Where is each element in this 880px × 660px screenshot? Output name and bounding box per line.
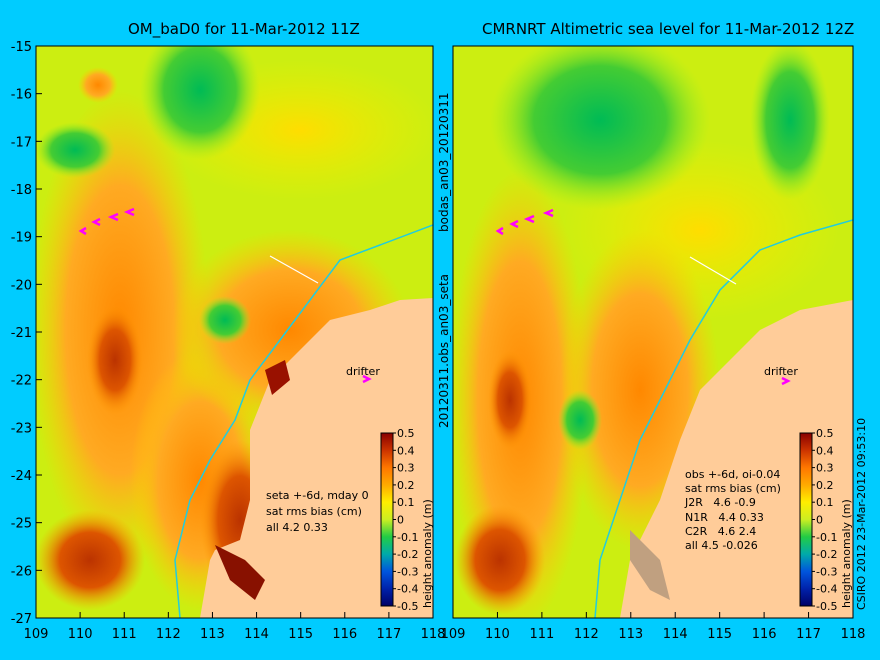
left-colorbar (380, 432, 394, 607)
right-colorbar-tick-label: -0.5 (816, 600, 837, 613)
right-map-frame (452, 45, 854, 619)
right-annotation-line-2: sat rms bias (cm) (685, 482, 781, 495)
right-colorbar-tick-label: 0.3 (816, 462, 834, 475)
left-y-tick-label: -24 (11, 469, 32, 484)
left-colorbar-label: height anomaly (m) (421, 499, 434, 608)
left-y-tick-label: -25 (11, 517, 32, 532)
left-y-tick-label: -18 (11, 183, 32, 198)
right-annotation-line-3: J2R 4.6 -0.9 (685, 496, 756, 509)
right-x-tick-label: 111 (529, 627, 554, 642)
left-x-tick-label: 109 (24, 627, 49, 642)
left-y-tick-label: -17 (11, 135, 32, 150)
right-colorbar-tick-label: -0.1 (816, 531, 837, 544)
left-y-tick-label: -27 (11, 612, 32, 627)
left-annotation-line-3: all 4.2 0.33 (266, 521, 328, 534)
left-annotation-line-1: seta +-6d, mday 0 (266, 489, 369, 502)
left-side-label: bodas_an03_20120311 (437, 92, 451, 233)
left-x-tick-label: 112 (156, 627, 181, 642)
drifter-markers (78, 207, 791, 386)
right-x-tick-label: 117 (796, 627, 821, 642)
left-y-tick-label: -26 (11, 564, 32, 579)
left-colorbar-tick-label: -0.3 (397, 565, 418, 578)
left-panel-title: OM_baD0 for 11-Mar-2012 11Z (128, 20, 360, 38)
left-y-tick-label: -22 (11, 374, 32, 389)
left-y-tick-label: -21 (11, 326, 32, 341)
left-colorbar-tick-label: -0.4 (397, 583, 418, 596)
right-panel-title: CMRNRT Altimetric sea level for 11-Mar-2… (482, 20, 855, 38)
right-colorbar-tick-label: 0 (816, 514, 823, 527)
left-y-tick-label: -23 (11, 421, 32, 436)
left-x-tick-label: 117 (376, 627, 401, 642)
right-x-tick-label: 114 (663, 627, 688, 642)
left-colorbar-tick-label: 0.3 (397, 462, 415, 475)
left-x-tick-label: 111 (112, 627, 137, 642)
right-map (453, 46, 853, 618)
right-annotation-line-6: all 4.5 -0.026 (685, 539, 758, 552)
credit-label: CSIRO 2012 23-Mar-2012 09:53:10 (855, 417, 868, 610)
left-y-tick-label: -19 (11, 231, 32, 246)
left-drifter-label: drifter (346, 365, 380, 378)
right-colorbar-label: height anomaly (m) (840, 499, 853, 608)
left-y-tick-label: -15 (11, 40, 32, 55)
left-colorbar-tick-label: 0.2 (397, 479, 415, 492)
right-colorbar-tick-label: 0.4 (816, 444, 834, 457)
left-map (36, 46, 433, 618)
right-colorbar-tick-label: -0.3 (816, 565, 837, 578)
left-x-tick-label: 114 (244, 627, 269, 642)
left-colorbar-tick-label: -0.2 (397, 548, 418, 561)
right-x-tick-label: 109 (441, 627, 466, 642)
right-colorbar-tick-label: -0.4 (816, 583, 837, 596)
right-annotation-line-5: C2R 4.6 2.4 (685, 525, 757, 538)
left-colorbar-tick-label: 0.4 (397, 444, 415, 457)
right-colorbar-tick-label: 0.1 (816, 496, 834, 509)
left-y-tick-label: -16 (11, 88, 32, 103)
right-x-tick-label: 118 (841, 627, 866, 642)
right-x-tick-label: 113 (618, 627, 643, 642)
left-colorbar-tick-label: 0.1 (397, 496, 415, 509)
left-x-tick-label: 118 (421, 627, 446, 642)
right-colorbar-tick-label: -0.2 (816, 548, 837, 561)
left-x-tick-label: 113 (200, 627, 225, 642)
right-x-tick-label: 110 (485, 627, 510, 642)
left-x-tick-label: 116 (332, 627, 357, 642)
left-colorbar-tick-label: -0.5 (397, 600, 418, 613)
right-annotation-line-4: N1R 4.4 0.33 (685, 511, 764, 524)
left-colorbar-tick-label: -0.1 (397, 531, 418, 544)
left-y-tick-label: -20 (11, 278, 32, 293)
right-colorbar-tick-label: 0.5 (816, 427, 834, 440)
left-annotation-line-2: sat rms bias (cm) (266, 505, 362, 518)
left-colorbar-tick-label: 0 (397, 514, 404, 527)
right-annotation-line-1: obs +-6d, oi-0.04 (685, 468, 781, 481)
right-x-tick-label: 112 (574, 627, 599, 642)
right-x-tick-label: 115 (707, 627, 732, 642)
right-drifter-label: drifter (764, 365, 798, 378)
right-colorbar (799, 432, 813, 607)
right-colorbar-tick-label: 0.2 (816, 479, 834, 492)
left-x-tick-label: 115 (288, 627, 313, 642)
left-colorbar-tick-label: 0.5 (397, 427, 415, 440)
right-side-label: 20120311.obs_an03_seta (437, 273, 451, 428)
left-x-tick-label: 110 (68, 627, 93, 642)
right-x-tick-label: 116 (752, 627, 777, 642)
